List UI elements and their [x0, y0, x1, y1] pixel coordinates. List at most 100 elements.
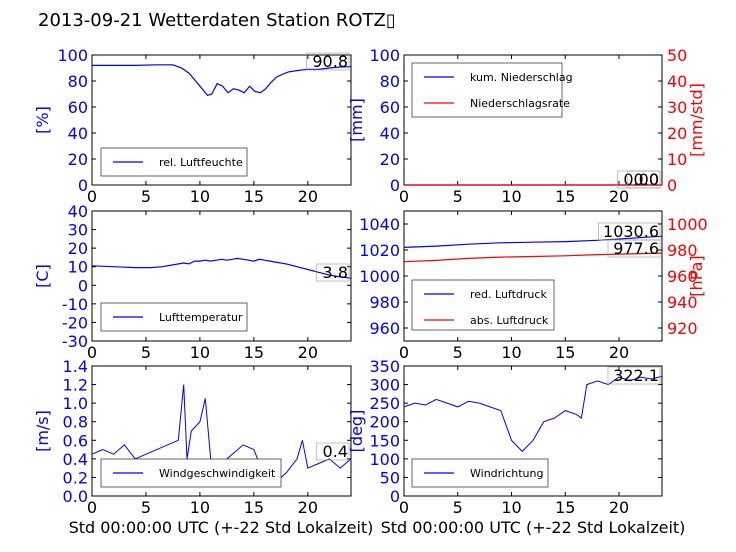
panel-2-ytick-r-label-4: 40 [667, 72, 687, 91]
panel-1-xtick-label-1: 5 [141, 187, 151, 206]
panel-2-ytick-r-label-3: 30 [667, 98, 687, 117]
panel-5-ytick-label-6: 1.2 [63, 376, 88, 395]
panel-4-xtick-label-0: 0 [399, 343, 409, 362]
panel-5-ytick-label-4: 0.8 [63, 413, 88, 432]
panel-3-ytick-label-2: -10 [62, 295, 88, 314]
panel-6-ytick-label-6: 300 [369, 376, 400, 395]
panel-3-ytick-label-1: -20 [62, 313, 88, 332]
panel-4-ytick-r-label-3: 980 [667, 241, 698, 260]
panel-2-last-value: 0.00 [623, 170, 659, 189]
panel-6-ytick-label-1: 50 [380, 468, 400, 487]
panel-3-ytick-label-3: 0 [78, 276, 88, 295]
panel-1-ytick-label-2: 40 [68, 124, 88, 143]
panel-4-series-1-line [403, 235, 663, 248]
panel-1-ytick-label-5: 100 [57, 46, 88, 65]
panel-5-last-value: 0.4 [323, 442, 348, 461]
panel-3-last-value-box [315, 263, 350, 282]
panel-3-last-value: 3.8 [323, 263, 348, 282]
panel-5-ytick-label-3: 0.6 [63, 431, 88, 450]
panel-1-legend-box [100, 147, 248, 177]
panel-2-ytick-label-3: 60 [380, 98, 400, 117]
panel-6-xtick-label-1: 5 [453, 498, 463, 517]
panel-3-xtick-label-3: 15 [244, 343, 264, 362]
panel-2-last-value-box-2 [626, 170, 661, 189]
panel-6-ytick-label-5: 250 [369, 394, 400, 413]
panel-2-legend-label-1: kum. Niederschlag [470, 71, 573, 84]
panel-4-legend-label-2: abs. Luftdruck [470, 314, 549, 327]
panel-1-last-value: 90.8 [312, 52, 348, 71]
panel-4-xtick-label-2: 10 [501, 343, 521, 362]
panel-5-ytick-label-7: 1.4 [63, 357, 88, 376]
panel-2-xtick-label-0: 0 [399, 187, 409, 206]
panel-6-series-1-line [403, 375, 663, 453]
panel-3-ytick-label-0: -30 [62, 332, 88, 351]
panel-4-ytick-r-label-1: 940 [667, 293, 698, 312]
panel-4-series-2-line [403, 252, 663, 263]
panel-2-xtick-label-3: 15 [555, 187, 575, 206]
panel-6-xtick-label-4: 20 [609, 498, 629, 517]
panel-1-ytick-label-1: 20 [68, 150, 88, 169]
panel-1-ytick-label-3: 60 [68, 98, 88, 117]
panel-6-ytick-label-3: 150 [369, 431, 400, 450]
panel-6-ytick-label-4: 200 [369, 413, 400, 432]
panel-4-ytick-label-1: 980 [369, 293, 400, 312]
panel-2-ylabel: [mm] [347, 98, 366, 142]
panel-3-xtick-label-2: 10 [190, 343, 210, 362]
panel-5-ytick-label-5: 1.0 [63, 394, 88, 413]
panel-3-xtick-label-0: 0 [87, 343, 97, 362]
panel-6-ytick-label-0: 0 [390, 487, 400, 506]
panel-5-xtick-label-2: 10 [190, 498, 210, 517]
panel-1-xtick-label-4: 20 [298, 187, 318, 206]
panel-3-ytick-label-4: 10 [68, 258, 88, 277]
panel-1-ytick-label-0: 0 [78, 176, 88, 195]
panel-2-xtick-label-1: 5 [453, 187, 463, 206]
panel-4-ytick-r-label-0: 920 [667, 319, 698, 338]
panel-5-ytick-label-1: 0.2 [63, 468, 88, 487]
panel-4-ylabel-right: [hPa] [687, 255, 706, 296]
panel-1-xtick-label-2: 10 [190, 187, 210, 206]
panel-3-series-1-line [91, 257, 352, 279]
panel-5-legend-label-1: Windgeschwindigkeit [159, 467, 276, 480]
panel-2-xtick-label-4: 20 [609, 187, 629, 206]
xlabel-right: Std 00:00:00 UTC (+-22 Std Lokalzeit) [381, 518, 686, 537]
panel-2-legend-box [411, 62, 563, 118]
panel-2-ytick-label-4: 80 [380, 72, 400, 91]
panel-4-last-value-box-2 [607, 239, 661, 258]
panel-4-xtick-label-3: 15 [555, 343, 575, 362]
panel-4-ytick-label-4: 1040 [359, 215, 400, 234]
panel-1-legend-label-1: rel. Luftfeuchte [159, 156, 243, 169]
panel-4-last-value: 1030.6 [603, 222, 659, 241]
panel-3-ytick-label-7: 40 [68, 202, 88, 221]
panel-2-last-value-2: 0.0 [634, 170, 659, 189]
panel-2-xtick-label-2: 10 [501, 187, 521, 206]
panel-2-ylabel-right: [mm/std] [687, 83, 706, 157]
panel-3-xtick-label-4: 20 [298, 343, 318, 362]
panel-5-ytick-label-2: 0.4 [63, 450, 88, 469]
panel-6-legend-box [411, 458, 549, 488]
panel-4-ytick-label-0: 960 [369, 319, 400, 338]
panel-4-ytick-r-label-2: 960 [667, 267, 698, 286]
chart-title: 2013-09-21 Wetterdaten Station ROTZ▯ [38, 10, 396, 31]
panel-1-xtick-label-3: 15 [244, 187, 264, 206]
panel-5-xtick-label-3: 15 [244, 498, 264, 517]
panel-6-ytick-label-2: 100 [369, 450, 400, 469]
panel-1-ytick-label-4: 80 [68, 72, 88, 91]
panel-4-legend-label-1: red. Luftdruck [470, 288, 547, 301]
panel-5-xtick-label-0: 0 [87, 498, 97, 517]
panel-1-last-value-box [306, 52, 350, 71]
panel-2-ytick-r-label-2: 20 [667, 124, 687, 143]
panel-3-ylabel: [C] [33, 264, 52, 288]
panel-6-legend-label-1: Windrichtung [470, 467, 543, 480]
panel-6-xtick-label-0: 0 [399, 498, 409, 517]
panel-2-ytick-r-label-0: 0 [667, 176, 677, 195]
panel-4-last-value-2: 977.6 [613, 239, 659, 258]
panel-6-ytick-label-7: 350 [369, 357, 400, 376]
panel-2-ytick-r-label-1: 10 [667, 150, 687, 169]
panel-6-xtick-label-2: 10 [501, 498, 521, 517]
panel-4-xtick-label-1: 5 [453, 343, 463, 362]
panel-2-ytick-label-5: 100 [369, 46, 400, 65]
panel-1-series-1-line [92, 64, 352, 96]
panel-4-ytick-r-label-4: 1000 [667, 215, 708, 234]
panel-6-last-value: 322.1 [613, 366, 659, 385]
